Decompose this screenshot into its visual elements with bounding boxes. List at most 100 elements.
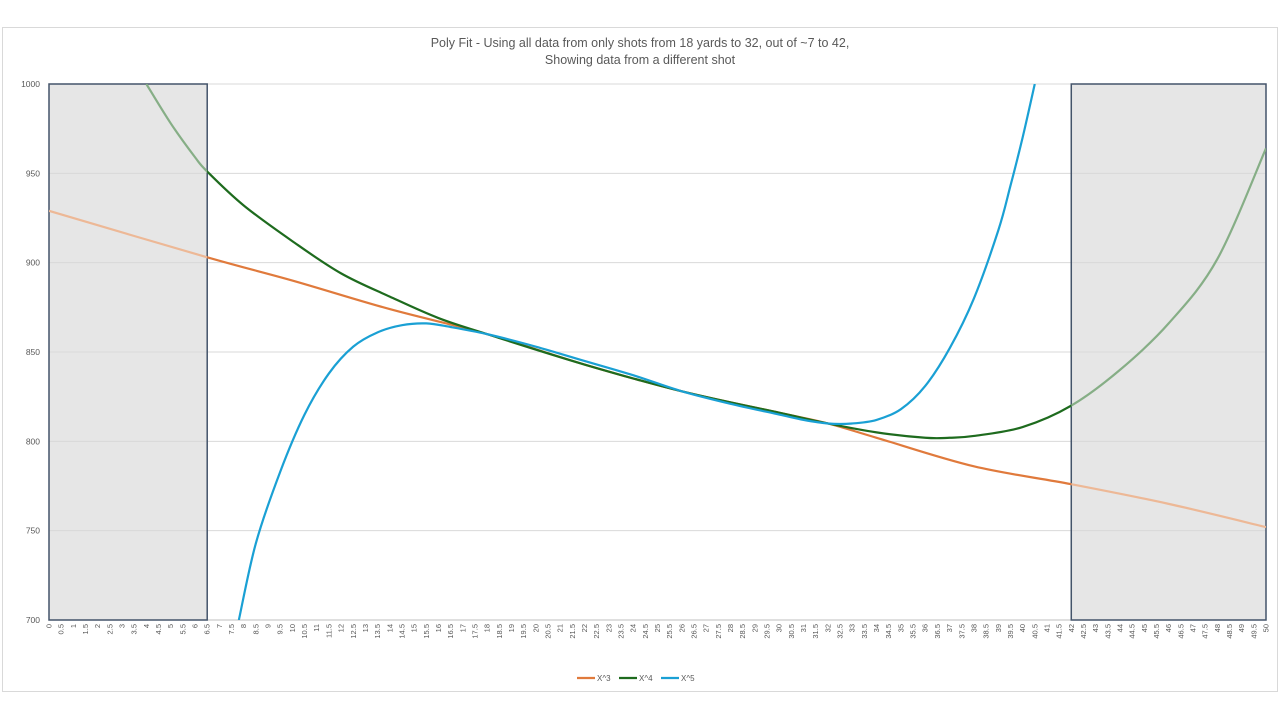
chart-title-line-2: Showing data from a different shot [544,53,736,67]
x-tick-label: 15 [410,624,419,632]
x-tick-label: 22.5 [592,624,601,639]
x-tick-label: 36 [921,624,930,632]
x-tick-label: 0.5 [57,624,66,634]
x-tick-label: 24 [629,624,638,632]
x-tick-label: 4 [142,624,151,628]
legend: X^3 X^4 X^5 [577,674,695,683]
x-tick-label: 18 [483,624,492,632]
x-tick-label: 22 [580,624,589,632]
legend-item-x-5: X^5 [661,674,695,683]
y-tick-label: 750 [26,526,40,536]
x-tick-label: 18.5 [495,624,504,639]
x-tick-label: 42.5 [1079,624,1088,639]
x-tick-label: 28.5 [738,624,747,639]
x-tick-label: 13.5 [373,624,382,639]
x-tick-label: 26.5 [690,624,699,639]
x-tick-label: 46 [1164,624,1173,632]
x-tick-label: 7.5 [227,624,236,634]
x-tick-label: 40.5 [1030,624,1039,639]
x-tick-label: 26 [677,624,686,632]
x-tick-label: 12.5 [349,624,358,639]
x-tick-label: 10 [288,624,297,632]
x-tick-label: 43 [1091,624,1100,632]
chart-title-line-1: Poly Fit - Using all data from only shot… [430,36,850,50]
x-axis-tick-labels: 0 0.5 1 1.5 2 2.5 3 3.5 4 4.5 5 5.5 6 6.5 7 7.5 8 8.5 9 9.5… [45,624,1271,639]
x-tick-label: 48.5 [1225,624,1234,639]
x-tick-label: 15.5 [422,624,431,639]
x-tick-label: 2.5 [105,624,114,634]
x-tick-label: 49.5 [1249,624,1258,639]
y-tick-label: 800 [26,436,40,446]
x-tick-label: 6 [191,624,200,628]
x-tick-label: 8 [239,624,248,628]
x-tick-label: 27.5 [714,624,723,639]
legend-label: X^4 [639,674,653,683]
x-tick-label: 30.5 [787,624,796,639]
y-tick-label: 850 [26,347,40,357]
x-tick-label: 30 [775,624,784,632]
series-x-4-in-range [207,169,1072,440]
x-tick-label: 23.5 [616,624,625,639]
x-tick-label: 5.5 [178,624,187,634]
x-tick-label: 38.5 [982,624,991,639]
x-tick-label: 9.5 [276,624,285,634]
x-tick-label: 44.5 [1128,624,1137,639]
series-line-x-5 [237,84,1036,620]
x-tick-label: 41 [1042,624,1051,632]
x-tick-label: 24.5 [641,624,650,639]
x-tick-label: 25.5 [665,624,674,639]
x-tick-label: 7 [215,624,224,628]
legend-item-x-4: X^4 [619,674,653,683]
series-line-x-4 [207,169,1072,440]
x-tick-label: 33.5 [860,624,869,639]
x-tick-label: 19 [507,624,516,632]
x-tick-label: 48 [1213,624,1222,632]
x-tick-label: 29 [750,624,759,632]
x-tick-label: 49 [1237,624,1246,632]
x-tick-label: 34.5 [884,624,893,639]
shaded-region-border-2 [1070,83,1267,621]
gridlines [49,83,1266,621]
x-tick-label: 50 [1262,624,1271,632]
series-lines [48,83,1267,621]
x-tick-label: 21.5 [568,624,577,639]
x-tick-label: 17.5 [470,624,479,639]
legend-item-x-3: X^3 [577,674,611,683]
x-tick-label: 31 [799,624,808,632]
y-tick-label: 1000 [21,79,40,89]
legend-label: X^3 [597,674,611,683]
x-tick-label: 5 [166,624,175,628]
x-tick-label: 25 [653,624,662,632]
x-tick-label: 11.5 [324,624,333,638]
x-tick-label: 14 [385,624,394,632]
x-tick-label: 20 [531,624,540,632]
x-tick-label: 47 [1188,624,1197,632]
x-tick-label: 47.5 [1201,624,1210,639]
x-tick-label: 0 [45,624,54,628]
x-tick-label: 16 [434,624,443,632]
x-tick-label: 13 [361,624,370,632]
x-tick-label: 33 [848,624,857,632]
x-tick-label: 37.5 [957,624,966,639]
x-tick-label: 37 [945,624,954,632]
x-tick-label: 35.5 [909,624,918,639]
y-tick-label: 700 [26,615,40,625]
x-tick-label: 1 [69,624,78,628]
x-tick-label: 38 [969,624,978,632]
y-axis-tick-labels: 700 750 800 850 900 950 1000 [21,79,40,625]
x-tick-label: 28 [726,624,735,632]
x-tick-label: 46.5 [1176,624,1185,639]
x-tick-label: 4.5 [154,624,163,634]
legend-label: X^5 [681,674,695,683]
x-tick-label: 1.5 [81,624,90,634]
x-tick-label: 35 [896,624,905,632]
x-tick-label: 9 [264,624,273,628]
x-tick-label: 3.5 [130,624,139,634]
x-tick-label: 32 [823,624,832,632]
y-tick-label: 900 [26,258,40,268]
x-tick-label: 45.5 [1152,624,1161,639]
x-tick-label: 20.5 [543,624,552,639]
x-tick-label: 43.5 [1103,624,1112,639]
